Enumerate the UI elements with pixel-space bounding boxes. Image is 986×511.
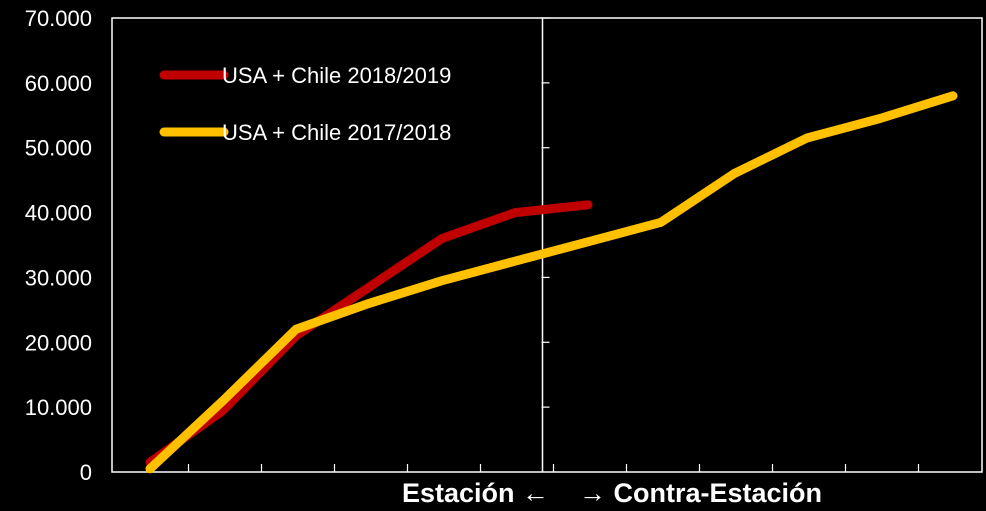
y-tick-label: 70.000 [25, 6, 92, 31]
x-axis-ticks [187, 464, 920, 472]
y-tick-label: 0 [80, 460, 92, 485]
season-divider [541, 17, 550, 472]
x-axis-title: Estación ← → Contra-Estación [402, 478, 822, 508]
y-tick-label: 40.000 [25, 201, 92, 226]
legend-label: USA + Chile 2018/2019 [222, 63, 451, 88]
legend-label: USA + Chile 2017/2018 [222, 120, 451, 145]
series-line-2 [145, 91, 958, 474]
y-tick-label: 30.000 [25, 265, 92, 290]
y-tick-label: 60.000 [25, 71, 92, 96]
y-tick-label: 10.000 [25, 395, 92, 420]
series-line-1 [145, 200, 593, 467]
y-tick-label: 50.000 [25, 136, 92, 161]
series-lines [145, 91, 958, 474]
y-axis: 0 10.000 20.000 30.000 40.000 50.000 60.000 70.… [25, 6, 92, 485]
legend: USA + Chile 2018/2019 USA + Chile 2017/20… [159, 63, 451, 145]
y-tick-label: 20.000 [25, 330, 92, 355]
